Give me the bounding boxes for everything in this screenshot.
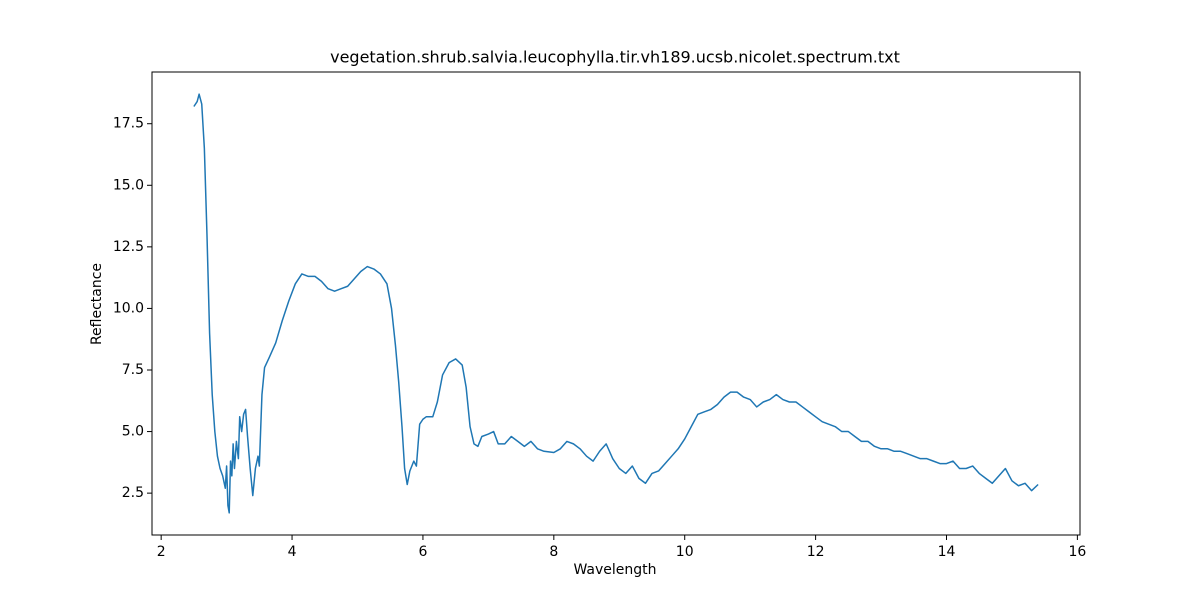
spectrum-line bbox=[193, 93, 1039, 514]
y-tick-label: 15.0 bbox=[113, 177, 144, 193]
y-tick-label: 17.5 bbox=[113, 116, 144, 132]
y-tick-label: 7.5 bbox=[122, 362, 144, 378]
x-tick-label: 2 bbox=[157, 544, 166, 560]
x-tick-label: 4 bbox=[288, 544, 297, 560]
chart-title: vegetation.shrub.salvia.leucophylla.tir.… bbox=[330, 48, 900, 67]
x-tick-label: 12 bbox=[807, 544, 825, 560]
y-tick-label: 10.0 bbox=[113, 300, 144, 316]
x-tick-label: 14 bbox=[938, 544, 956, 560]
x-tick-label: 10 bbox=[676, 544, 694, 560]
plot-frame bbox=[151, 71, 1081, 536]
y-tick-label: 2.5 bbox=[122, 485, 144, 501]
x-tick-label: 16 bbox=[1068, 544, 1086, 560]
y-tick-label: 5.0 bbox=[122, 424, 144, 440]
x-tick-label: 6 bbox=[418, 544, 427, 560]
x-axis-label: Wavelength bbox=[573, 562, 656, 578]
x-tick-label: 8 bbox=[549, 544, 558, 560]
y-tick-label: 12.5 bbox=[113, 239, 144, 255]
y-axis-label: Reflectance bbox=[89, 263, 105, 345]
